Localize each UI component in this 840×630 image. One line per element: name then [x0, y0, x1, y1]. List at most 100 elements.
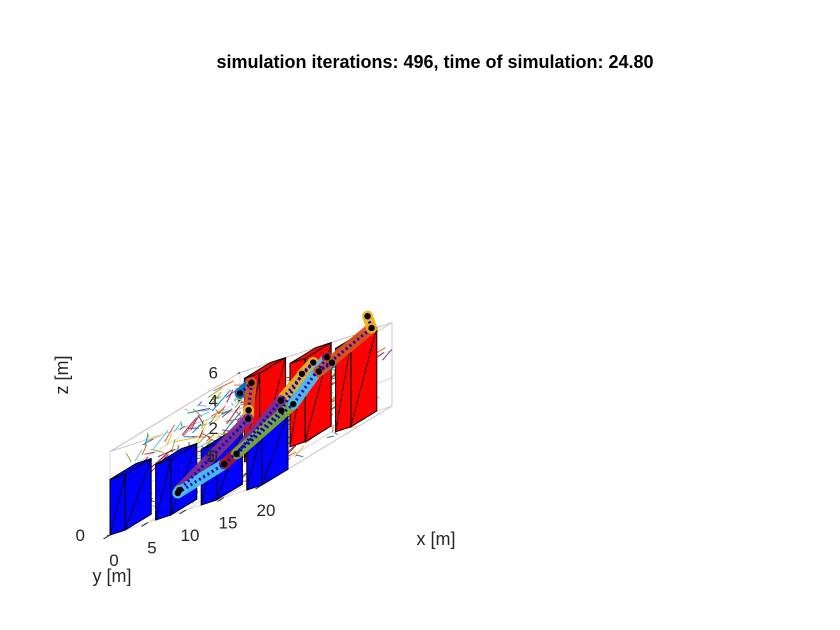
robot-chain: [178, 417, 250, 492]
rrt-branch: [152, 430, 169, 450]
rrt-branch: [221, 408, 233, 418]
rrt-branch: [147, 434, 162, 442]
rrt-branch: [173, 436, 197, 443]
rrt-branch: [211, 389, 231, 412]
x-tick-label: 20: [257, 501, 276, 520]
robot-joint: [368, 324, 375, 332]
robot-joint: [328, 359, 336, 366]
rrt-branch: [198, 416, 204, 425]
rrt-branch: [230, 402, 234, 406]
rrt-branch: [222, 411, 242, 434]
block-face-diagonal: [335, 343, 352, 432]
z-tick-label: 4: [209, 391, 218, 410]
axes-box-edge: [109, 372, 241, 453]
rrt-branch: [164, 424, 175, 443]
robot-chain: [177, 462, 226, 495]
rrt-branch: [206, 433, 215, 446]
robot-joint: [248, 379, 255, 386]
block-face-diagonal: [350, 327, 378, 427]
rrt-branch: [184, 408, 190, 412]
z-tick-label: 6: [209, 364, 218, 383]
rrt-branch: [146, 432, 150, 438]
robot-chain: [317, 326, 373, 373]
robot-joint: [290, 400, 297, 408]
rrt-branch: [144, 451, 155, 455]
rrt-branch: [142, 438, 154, 446]
z-tick-mark: [237, 372, 241, 374]
x-axis-label: x [m]: [417, 529, 456, 549]
rrt-branch: [151, 448, 164, 453]
robot-chain: [223, 409, 283, 466]
rrt-branch: [199, 411, 210, 417]
rrt-branch: [134, 449, 143, 462]
y-tick-label: 5: [206, 447, 215, 466]
rrt-branch: [197, 407, 211, 412]
rrt-branch: [202, 421, 208, 432]
rrt-branch: [171, 439, 176, 451]
rrt-branch: [166, 433, 173, 446]
robot-arm: [172, 310, 378, 499]
block-face-diagonal: [124, 458, 152, 531]
robot-joint: [174, 489, 181, 497]
rrt-branch: [181, 417, 197, 436]
rrt-branch: [209, 391, 222, 407]
z-tick-mark: [237, 455, 241, 458]
rrt-branch: [330, 400, 336, 403]
x-tick-mark: [141, 522, 149, 527]
rrt-branch: [210, 414, 217, 423]
rrt-branch: [208, 420, 213, 424]
robot-chain: [280, 373, 304, 412]
rrt-branch: [234, 397, 243, 402]
rrt-branch: [179, 425, 186, 431]
rrt-branch: [198, 401, 203, 406]
robot-joint: [324, 354, 331, 361]
x-tick-label: 10: [181, 526, 200, 545]
x-tick-mark: [179, 509, 187, 515]
rrt-branch: [221, 429, 231, 432]
x-tick-mark: [217, 497, 225, 502]
robot-joint: [278, 407, 285, 414]
rrt-branch: [192, 408, 202, 417]
robot-joint: [245, 415, 252, 423]
rrt-branch: [190, 414, 200, 431]
robot-joint: [236, 390, 244, 397]
rrt-branch: [377, 351, 385, 358]
robot-joint: [364, 312, 371, 320]
z-tick-mark: [237, 399, 241, 402]
rrt-branch: [326, 435, 335, 439]
rrt-branch: [157, 448, 176, 458]
rrt-branch: [381, 349, 393, 361]
robot-joint: [298, 370, 306, 377]
x-tick-label: 15: [219, 514, 238, 533]
y-tick-mark: [106, 534, 111, 537]
rrt-branch: [226, 405, 241, 425]
rrt-branch: [334, 432, 338, 435]
rrt-branch: [200, 408, 213, 412]
rrt-branch: [210, 408, 225, 417]
x-tick-label: 0: [109, 551, 118, 570]
blue-block-1: [109, 457, 152, 536]
rrt-branch: [194, 431, 205, 445]
block-face-diagonal: [261, 413, 289, 486]
y-tick-label: 0: [76, 526, 85, 545]
z-axis-label: z [m]: [52, 356, 72, 395]
block-face-diagonal: [109, 474, 126, 536]
x-tick-label: 5: [147, 539, 156, 558]
z-tick-label: 0: [209, 447, 218, 466]
rrt-branch: [196, 404, 207, 407]
block-face-diagonal: [155, 459, 172, 521]
robot-joint: [310, 359, 317, 366]
robot-joint: [277, 397, 284, 404]
rrt-branch: [331, 425, 334, 433]
robot-joint: [245, 407, 252, 414]
rrt-branch: [296, 454, 304, 458]
rrt-branch: [234, 409, 241, 417]
robot-chain: [235, 399, 282, 455]
rrt-branch: [174, 445, 180, 453]
rrt-branch: [198, 430, 204, 439]
rrt-branch: [141, 444, 148, 456]
rrt-branch: [174, 420, 183, 432]
chart-title: simulation iterations: 496, time of simu…: [216, 52, 653, 72]
x-tick-mark: [255, 484, 263, 490]
